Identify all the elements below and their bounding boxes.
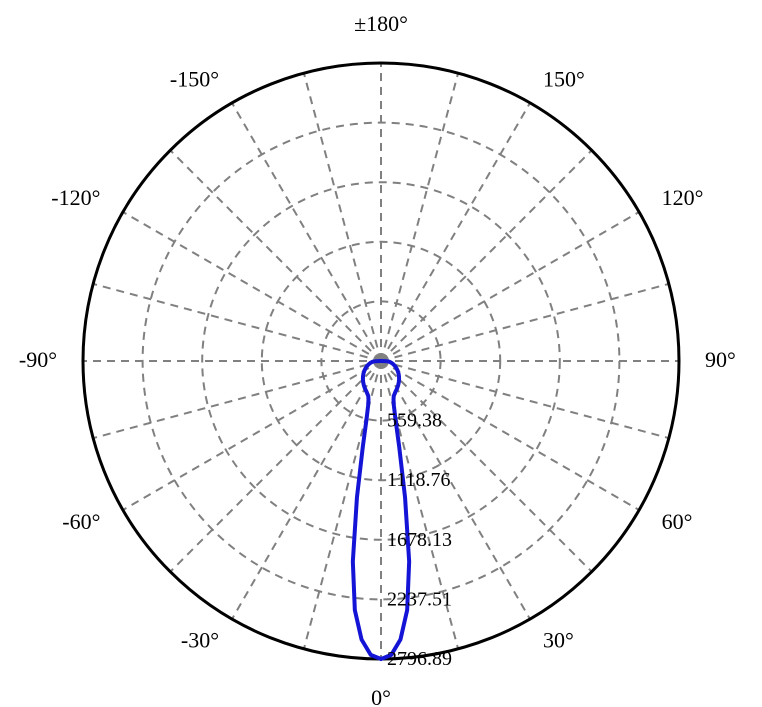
angle-label: 60° [662,509,693,534]
grid-radial [381,73,458,361]
grid-radial [381,212,639,361]
angle-label: 120° [662,185,704,210]
angle-label: 90° [705,347,736,372]
ring-label: 2796.89 [387,648,452,670]
grid-radial [381,103,530,361]
ring-label: 2237.51 [387,588,452,610]
grid-radial [304,73,381,361]
angle-label: -120° [51,185,100,210]
grid-radial [381,150,592,361]
angle-label: 30° [543,628,574,653]
ring-label: 1118.76 [387,469,451,491]
ring-label: 1678.13 [387,529,452,551]
grid-radial [93,284,381,361]
angle-label: 150° [543,66,585,91]
angle-label: -150° [170,66,219,91]
angle-label: 0° [371,685,391,707]
grid-radial [93,361,381,438]
ring-label: 559.38 [387,410,442,432]
polar-chart: 559.38 1118.76 1678.13 2237.51 2796.89 0° 30°… [0,0,762,707]
grid-radial [232,103,381,361]
grid-radial [123,212,381,361]
grid-radial [123,361,381,510]
angle-label: -90° [19,347,57,372]
grid-radial [381,284,669,361]
grid-radial [170,361,381,572]
angle-label: ±180° [354,11,408,36]
ring-value-labels: 559.38 1118.76 1678.13 2237.51 2796.89 [387,410,452,670]
angle-label: -30° [181,628,219,653]
angle-label: -60° [62,509,100,534]
grid-radial [170,150,381,361]
